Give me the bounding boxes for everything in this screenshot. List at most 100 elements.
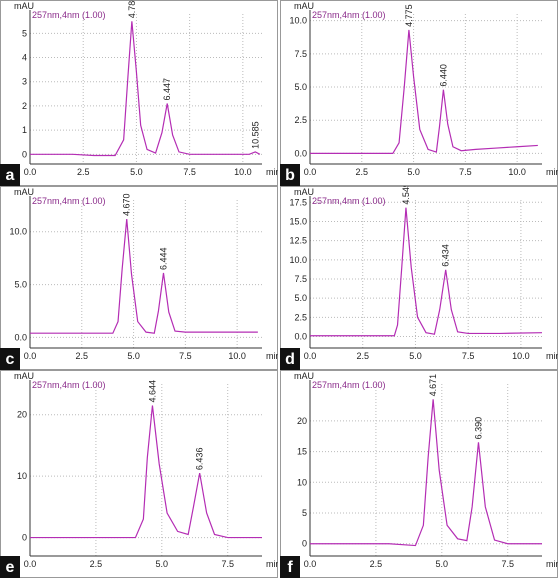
- panel-letter: b: [285, 167, 295, 184]
- panel-letter: c: [6, 351, 15, 368]
- y-tick-label: 3: [22, 77, 27, 87]
- x-tick-label: 2.5: [76, 351, 89, 361]
- x-tick-label: 7.5: [183, 167, 196, 177]
- chromatogram-trace: [30, 218, 258, 334]
- y-tick-label: 0: [22, 149, 27, 159]
- panel-border: [280, 0, 558, 186]
- x-tick-label: 10.0: [512, 351, 530, 361]
- x-tick-label: 5.0: [130, 167, 143, 177]
- x-axis-label: min: [266, 167, 278, 177]
- y-tick-label: 15: [297, 447, 307, 457]
- peak-label: 4.671: [428, 374, 438, 397]
- y-tick-label: 10: [297, 477, 307, 487]
- x-tick-label: 0.0: [24, 167, 37, 177]
- x-tick-label: 5.0: [127, 351, 140, 361]
- chromatogram-trace: [30, 405, 262, 539]
- x-tick-label: 5.0: [156, 559, 169, 569]
- chromatogram-panel: 0 10 20 0.0 2.5 5.0 7.5 mAU min 257nm,4nm (1.00) 4…: [0, 370, 278, 578]
- y-tick-label: 1: [22, 125, 27, 135]
- x-tick-label: 5.0: [409, 351, 422, 361]
- x-tick-label: 0.0: [304, 167, 317, 177]
- peak-label: 6.436: [195, 448, 205, 471]
- y-tick-label: 0.0: [14, 332, 27, 342]
- y-tick-label: 5.0: [294, 293, 307, 303]
- peak-label: 10.585: [250, 121, 260, 149]
- y-axis-label: mAU: [14, 187, 34, 197]
- x-tick-label: 10.0: [234, 167, 252, 177]
- panel-border: [280, 370, 558, 578]
- panel-border: [0, 186, 278, 370]
- y-tick-label: 20: [17, 410, 27, 420]
- x-tick-label: 2.5: [90, 559, 103, 569]
- channel-label: 257nm,4nm (1.00): [312, 10, 386, 20]
- panel-border: [0, 370, 278, 578]
- chromatogram-panel: 0.0 5.0 10.0 0.0 2.5 5.0 7.5 10.0 mAU min 257nm,4n…: [0, 186, 278, 370]
- x-tick-label: 2.5: [370, 559, 383, 569]
- y-tick-label: 5: [22, 28, 27, 38]
- x-tick-label: 0.0: [24, 559, 37, 569]
- x-tick-label: 10.0: [228, 351, 246, 361]
- panel-border: [0, 0, 278, 186]
- chromatogram-panel: 0 5 10 15 20 0.0 2.5 5.0 7.5 mAU min 257nm,4nm (1.0…: [280, 370, 558, 578]
- x-tick-label: 2.5: [356, 351, 369, 361]
- x-axis-label: min: [546, 167, 558, 177]
- channel-label: 257nm,4nm (1.00): [32, 196, 106, 206]
- y-axis-label: mAU: [294, 371, 314, 381]
- y-tick-label: 5: [302, 508, 307, 518]
- panel-border: [280, 186, 558, 370]
- x-axis-label: min: [266, 351, 278, 361]
- x-tick-label: 2.5: [77, 167, 90, 177]
- panel-letter-box: [280, 556, 300, 578]
- x-tick-label: 7.5: [221, 559, 234, 569]
- y-tick-label: 7.5: [294, 49, 307, 59]
- channel-label: 257nm,4nm (1.00): [32, 10, 106, 20]
- y-tick-label: 0.0: [294, 148, 307, 158]
- y-axis-label: mAU: [14, 1, 34, 11]
- chromatogram-trace: [310, 207, 543, 337]
- chromatogram-trace: [310, 399, 542, 547]
- y-tick-label: 2.5: [294, 312, 307, 322]
- x-tick-label: 10.0: [508, 167, 526, 177]
- peak-label: 6.434: [441, 244, 451, 267]
- channel-label: 257nm,4nm (1.00): [312, 380, 386, 390]
- chromatogram-panel: 0.0 2.5 5.0 7.5 10.0 12.5 15.0 17.5 0.0 2.5 5.0 7.5…: [280, 186, 558, 370]
- peak-label: 4.786: [127, 0, 137, 18]
- y-tick-label: 0.0: [294, 331, 307, 341]
- panel-letter-box: [0, 556, 20, 578]
- panel-letter-box: [280, 164, 300, 186]
- x-tick-label: 7.5: [501, 559, 514, 569]
- y-axis-label: mAU: [14, 371, 34, 381]
- x-axis-label: min: [266, 559, 278, 569]
- peak-label: 6.390: [473, 417, 483, 440]
- y-axis-label: mAU: [294, 1, 314, 11]
- y-tick-label: 4: [22, 53, 27, 63]
- x-tick-label: 7.5: [179, 351, 192, 361]
- peak-label: 4.670: [122, 193, 132, 216]
- panel-letter: d: [285, 351, 295, 368]
- y-tick-label: 2: [22, 101, 27, 111]
- peak-label: 4.775: [404, 4, 414, 27]
- x-tick-label: 5.0: [407, 167, 420, 177]
- x-tick-label: 5.0: [436, 559, 449, 569]
- panel-letter: a: [6, 167, 15, 184]
- y-tick-label: 10.0: [9, 227, 27, 237]
- y-tick-label: 10: [17, 471, 27, 481]
- x-tick-label: 0.0: [304, 351, 317, 361]
- channel-label: 257nm,4nm (1.00): [312, 196, 386, 206]
- y-tick-label: 0: [302, 539, 307, 549]
- x-tick-label: 7.5: [459, 167, 472, 177]
- y-tick-label: 12.5: [289, 236, 307, 246]
- y-tick-label: 17.5: [289, 197, 307, 207]
- x-tick-label: 0.0: [304, 559, 317, 569]
- peak-label: 4.644: [147, 380, 157, 403]
- y-axis-label: mAU: [294, 187, 314, 197]
- y-tick-label: 10.0: [289, 16, 307, 26]
- peak-label: 4.549: [401, 186, 411, 205]
- peak-label: 6.440: [438, 64, 448, 87]
- y-tick-label: 15.0: [289, 216, 307, 226]
- chromatogram-trace: [310, 29, 538, 154]
- y-tick-label: 7.5: [294, 274, 307, 284]
- x-tick-label: 7.5: [462, 351, 475, 361]
- panel-letter-box: [0, 348, 20, 370]
